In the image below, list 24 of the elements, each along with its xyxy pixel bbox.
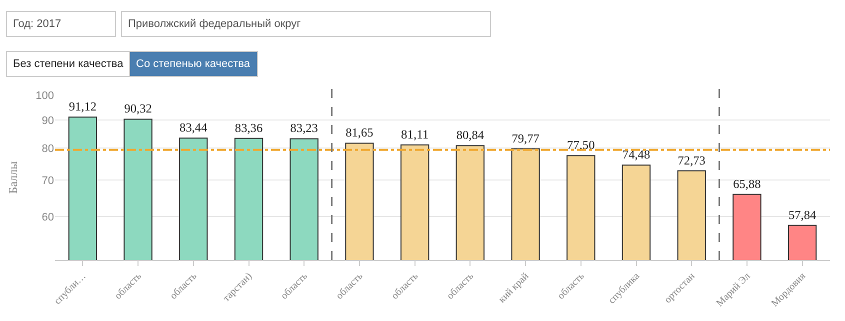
data-label: 83,36 — [234, 120, 263, 135]
y-tick-label: 70 — [42, 174, 54, 187]
data-label: 72,73 — [678, 153, 706, 168]
data-label: 77,50 — [567, 138, 595, 152]
data-label: 74,48 — [622, 148, 650, 162]
text: Год: 2017 — [13, 18, 62, 30]
text: Без степени качества — [13, 58, 124, 70]
y-tick-label: 100 — [36, 90, 54, 102]
data-label: 91,12 — [68, 100, 97, 114]
data-label: 83,23 — [290, 121, 318, 136]
data-label: 79,77 — [512, 131, 540, 146]
y-axis-title: Баллы — [6, 161, 20, 194]
data-label: 83,44 — [180, 120, 208, 135]
data-label: 90,32 — [124, 102, 152, 116]
data-label: 57,84 — [788, 208, 816, 222]
data-label: 65,88 — [733, 176, 761, 191]
y-tick-label: 90 — [42, 114, 54, 127]
y-tick-label: 80 — [42, 142, 54, 155]
data-label: 81,65 — [346, 126, 374, 140]
data-label: 81,11 — [400, 127, 429, 142]
text: Со степенью качества — [136, 58, 251, 70]
text: Приволжский федеральный округ — [128, 18, 301, 30]
data-label: 80,84 — [456, 128, 484, 142]
y-tick-label: 60 — [42, 211, 54, 224]
